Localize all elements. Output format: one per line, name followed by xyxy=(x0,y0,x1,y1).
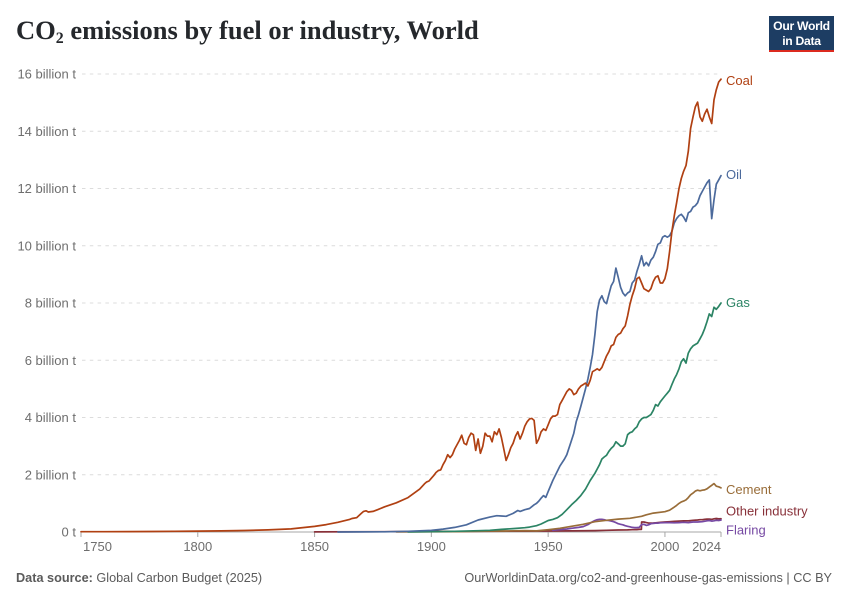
svg-text:1800: 1800 xyxy=(183,539,212,554)
svg-text:2 billion t: 2 billion t xyxy=(25,467,77,482)
svg-text:2024: 2024 xyxy=(692,539,721,554)
svg-text:12 billion t: 12 billion t xyxy=(17,181,76,196)
svg-text:Cement: Cement xyxy=(726,482,772,497)
svg-text:8 billion t: 8 billion t xyxy=(25,296,77,311)
svg-text:4 billion t: 4 billion t xyxy=(25,410,77,425)
svg-text:Other industry: Other industry xyxy=(726,504,808,519)
svg-text:1950: 1950 xyxy=(534,539,563,554)
svg-text:10 billion t: 10 billion t xyxy=(17,238,76,253)
svg-text:1750: 1750 xyxy=(83,539,112,554)
svg-text:Oil: Oil xyxy=(726,167,742,182)
svg-text:2000: 2000 xyxy=(650,539,679,554)
svg-text:Coal: Coal xyxy=(726,73,753,88)
svg-text:1850: 1850 xyxy=(300,539,329,554)
svg-text:Flaring: Flaring xyxy=(726,523,766,538)
svg-text:16 billion t: 16 billion t xyxy=(17,67,76,82)
svg-text:14 billion t: 14 billion t xyxy=(17,124,76,139)
svg-text:0 t: 0 t xyxy=(62,525,77,540)
svg-text:Gas: Gas xyxy=(726,295,750,310)
svg-text:6 billion t: 6 billion t xyxy=(25,353,77,368)
svg-text:1900: 1900 xyxy=(417,539,446,554)
